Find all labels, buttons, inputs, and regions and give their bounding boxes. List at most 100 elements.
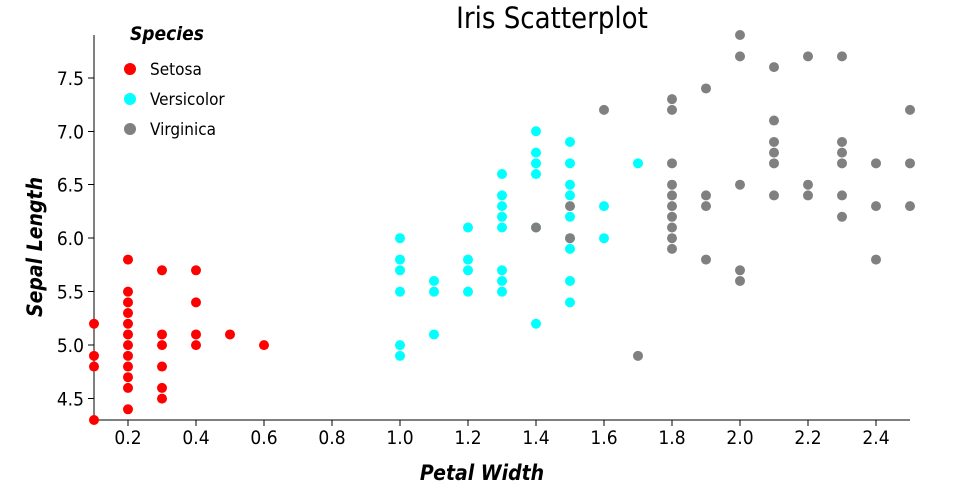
y-tick-label: 7.0 (57, 121, 84, 143)
y-tick-label: 6.0 (57, 228, 84, 250)
legend-marker-virginica (124, 123, 136, 135)
point-virginica (701, 83, 711, 94)
point-virginica (735, 275, 745, 286)
legend-label-virginica: Virginica (150, 120, 216, 140)
point-setosa (157, 265, 167, 276)
point-versicolor (463, 222, 473, 233)
point-setosa (157, 393, 167, 404)
point-virginica (905, 104, 915, 115)
point-virginica (701, 254, 711, 265)
point-virginica (837, 211, 847, 222)
point-virginica (599, 104, 609, 115)
point-versicolor (565, 136, 575, 147)
point-setosa (123, 254, 133, 265)
point-virginica (667, 222, 677, 233)
point-virginica (803, 179, 813, 190)
point-virginica (837, 51, 847, 62)
point-setosa (123, 297, 133, 308)
point-setosa (123, 382, 133, 393)
point-versicolor (395, 254, 405, 265)
point-versicolor (599, 233, 609, 244)
point-setosa (123, 340, 133, 351)
point-virginica (905, 201, 915, 212)
point-virginica (667, 190, 677, 201)
point-virginica (667, 243, 677, 254)
point-versicolor (497, 201, 507, 212)
point-setosa (123, 372, 133, 383)
legend-label-setosa: Setosa (150, 60, 202, 80)
point-setosa (123, 308, 133, 319)
point-versicolor (531, 147, 541, 158)
point-virginica (803, 51, 813, 62)
x-tick-label: 0.6 (250, 427, 277, 449)
point-versicolor (565, 190, 575, 201)
point-versicolor (497, 169, 507, 180)
point-virginica (871, 254, 881, 265)
point-virginica (667, 179, 677, 190)
point-versicolor (565, 158, 575, 169)
point-versicolor (565, 243, 575, 254)
point-versicolor (395, 350, 405, 361)
point-virginica (667, 211, 677, 222)
point-versicolor (565, 179, 575, 190)
point-virginica (905, 158, 915, 169)
point-virginica (735, 30, 745, 40)
point-virginica (701, 201, 711, 212)
point-virginica (565, 201, 575, 212)
y-axis-label: Sepal Length (23, 177, 47, 317)
point-versicolor (497, 265, 507, 276)
chart-title: Iris Scatterplot (456, 1, 648, 35)
point-setosa (123, 350, 133, 361)
point-versicolor (463, 286, 473, 297)
point-versicolor (395, 265, 405, 276)
x-axis-label: Petal Width (420, 461, 544, 485)
point-virginica (667, 94, 677, 105)
x-tick-label: 2.4 (862, 427, 889, 449)
point-virginica (837, 190, 847, 201)
point-versicolor (429, 275, 439, 286)
point-setosa (157, 329, 167, 340)
point-versicolor (565, 297, 575, 308)
point-virginica (837, 158, 847, 169)
legend-title: Species (130, 23, 204, 45)
point-virginica (735, 51, 745, 62)
point-versicolor (429, 329, 439, 340)
legend-marker-setosa (124, 63, 136, 75)
point-versicolor (395, 233, 405, 244)
point-setosa (89, 361, 99, 372)
point-virginica (769, 62, 779, 73)
y-ticks: 4.5 5.0 5.5 6.0 6.5 7.0 7.5 (57, 68, 94, 411)
point-versicolor (531, 126, 541, 137)
point-setosa (123, 404, 133, 415)
point-setosa (225, 329, 235, 340)
point-setosa (191, 340, 201, 351)
point-virginica (667, 104, 677, 115)
point-setosa (89, 350, 99, 361)
point-setosa (157, 361, 167, 372)
x-tick-label: 1.4 (522, 427, 549, 449)
x-tick-label: 1.0 (386, 427, 413, 449)
y-tick-label: 6.5 (57, 175, 84, 197)
point-versicolor (497, 190, 507, 201)
point-setosa (123, 329, 133, 340)
point-virginica (803, 190, 813, 201)
y-tick-label: 5.0 (57, 335, 84, 357)
point-versicolor (531, 169, 541, 180)
x-tick-label: 0.4 (182, 427, 209, 449)
point-setosa (191, 329, 201, 340)
point-setosa (89, 318, 99, 329)
x-ticks: 0.2 0.4 0.6 0.8 1.0 1.2 1.4 1.6 1.8 2.0 2.2 2.4 (114, 420, 890, 449)
point-versicolor (599, 201, 609, 212)
point-setosa (89, 415, 99, 425)
x-tick-label: 1.2 (454, 427, 481, 449)
point-virginica (769, 158, 779, 169)
point-versicolor (497, 211, 507, 222)
point-versicolor (633, 158, 643, 169)
point-setosa (259, 340, 269, 351)
x-tick-label: 0.2 (114, 427, 141, 449)
point-virginica (531, 222, 541, 233)
legend-label-versicolor: Versicolor (150, 90, 225, 110)
point-versicolor (497, 286, 507, 297)
point-versicolor (463, 254, 473, 265)
